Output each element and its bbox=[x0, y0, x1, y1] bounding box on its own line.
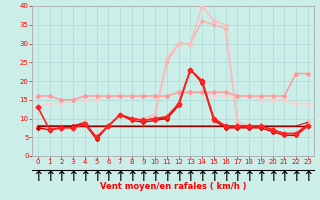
X-axis label: Vent moyen/en rafales ( km/h ): Vent moyen/en rafales ( km/h ) bbox=[100, 182, 246, 191]
